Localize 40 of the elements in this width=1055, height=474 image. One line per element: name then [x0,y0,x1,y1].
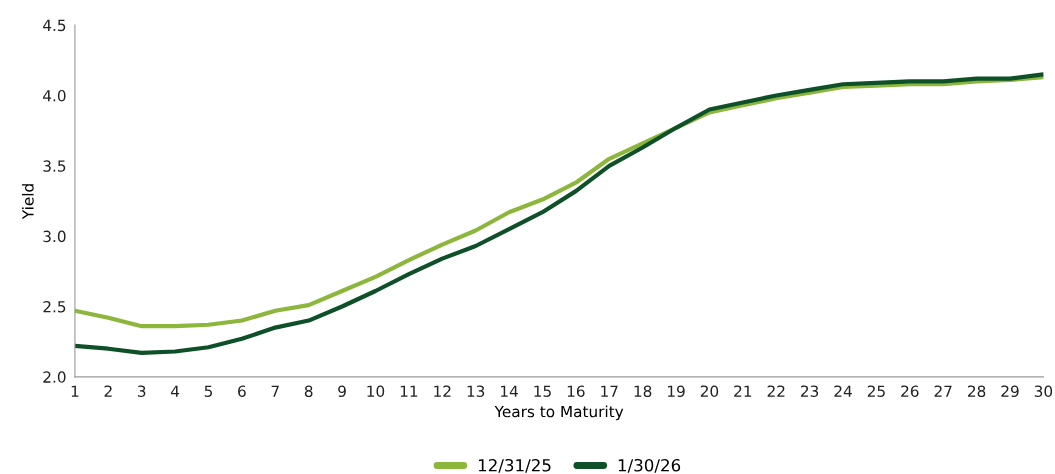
x-tick-label: 11 [400,385,418,397]
y-tick-label: 2.0 [43,371,66,383]
x-tick-label: 29 [1001,385,1019,397]
x-tick-label: 30 [1034,385,1053,397]
y-tick-label: 2.5 [43,300,66,313]
x-tick-label: 4 [170,385,180,397]
y-axis-title: Yield [21,184,34,220]
x-tick-label: 13 [467,385,485,397]
x-tick-label: 3 [138,385,146,397]
x-tick-label: 20 [700,385,719,397]
x-tick-label: 28 [968,385,986,397]
x-tick-label: 9 [338,385,346,397]
x-tick-label: 10 [367,385,385,397]
x-tick-label: 17 [601,385,618,397]
y-tick-label: 4.0 [43,89,66,102]
x-tick-label: 6 [238,385,246,397]
x-tick-label: 5 [204,385,213,397]
x-tick-label: 16 [567,385,585,397]
x-axis-title: Years to Maturity [494,405,624,421]
x-tick-label: 7 [271,385,279,397]
x-tick-label: 19 [667,385,685,397]
legend-label: 12/31/25 [478,458,551,473]
x-tick-label: 22 [767,385,785,397]
x-tick-label: 18 [634,385,652,397]
x-tick-label: 2 [104,385,112,397]
x-tick-label: 14 [501,385,518,397]
y-tick-label: 4.5 [43,19,66,32]
x-tick-label: 27 [934,385,952,397]
x-tick-label: 15 [534,385,551,397]
x-tick-label: 25 [867,385,885,397]
x-tick-label: 26 [901,385,919,397]
legend-label: 1/30/26 [618,458,681,473]
y-tick-label: 3.5 [43,160,66,172]
x-tick-label: 12 [434,385,451,397]
x-tick-label: 8 [304,385,313,397]
x-tick-label: 21 [734,385,752,397]
x-tick-label: 23 [801,385,819,397]
y-tick-label: 3.0 [43,230,66,243]
x-tick-label: 24 [834,385,852,397]
x-tick-label: 1 [71,385,79,397]
